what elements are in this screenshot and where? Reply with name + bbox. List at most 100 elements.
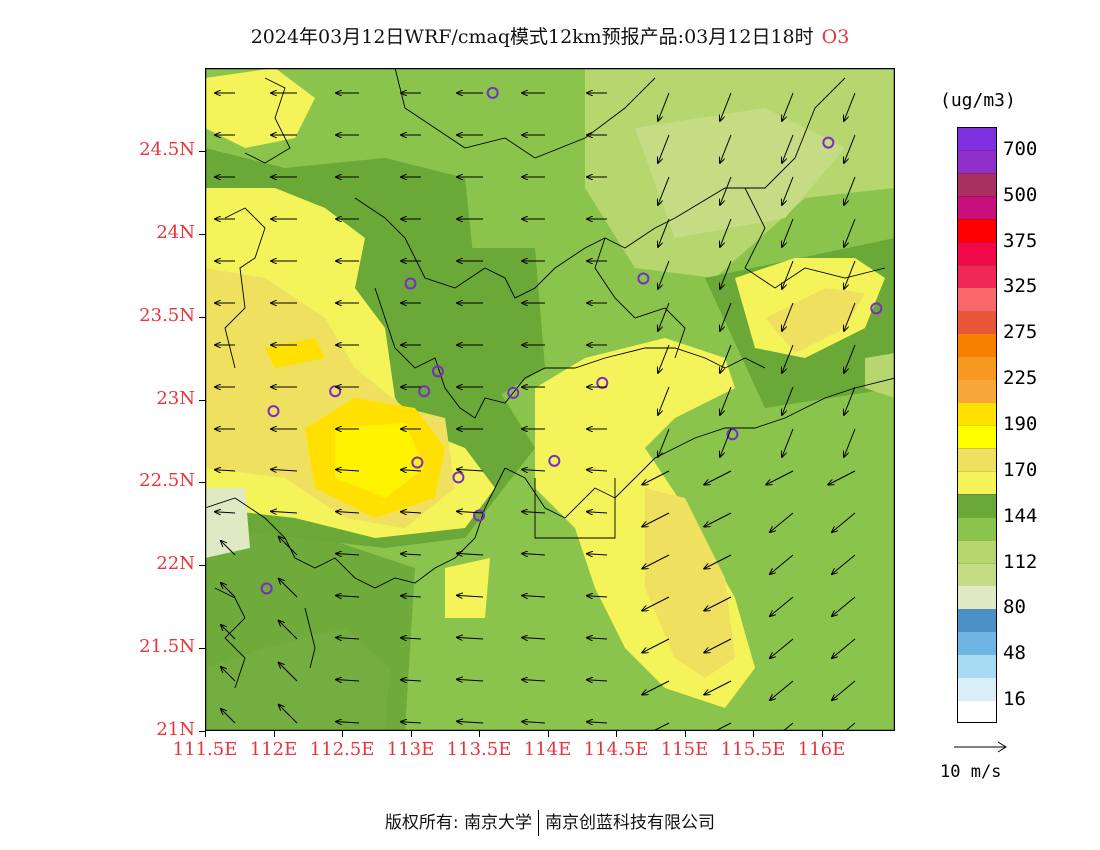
colorbar-bin [957,356,997,380]
wind-vector-arrow [782,386,794,415]
wind-vector-arrow [279,579,298,598]
title-species: O3 [821,26,850,48]
colorbar-bin [957,172,997,197]
wind-vector-arrow [215,512,236,513]
wind-vector-arrow [642,512,670,527]
wind-vector-arrow [336,596,360,597]
colorbar-bin [957,287,997,311]
wind-vector-arrow [457,469,484,471]
wind-vector-arrow [720,176,732,205]
concentration-field [205,68,895,731]
wind-vector-arrow [587,638,608,639]
x-tick-label: 112.5E [309,739,375,760]
x-tick-mark [479,731,480,737]
station-marker [548,454,561,467]
wind-vector-arrow [221,583,236,598]
wind-vector-arrow [658,386,670,415]
wind-vector-arrow [770,638,794,658]
colorbar-bin [957,264,997,288]
colorbar-tick-label: 275 [1003,321,1038,344]
wind-vector-arrow [782,344,794,373]
station-marker [473,509,485,522]
colorbar-bin [957,333,997,357]
station-marker [822,136,835,149]
x-tick-label: 115E [660,739,709,760]
wind-vector-arrow [271,511,298,513]
wind-vector-arrow [782,428,794,457]
wind-vector-arrow [642,470,670,485]
wind-vector-arrow [766,470,794,485]
colorbar-tick-label: 112 [1003,550,1038,573]
wind-vector-arrow [522,470,546,471]
wind-vector-arrow [522,596,546,597]
wind-vector-arrow [221,625,236,640]
wind-vector-arrow [720,302,732,331]
wind-vector-arrow [587,512,608,513]
wind-vector-arrow [658,344,670,373]
wind-vector-arrow [844,428,856,457]
station-marker [411,456,424,469]
wind-vector-arrow [782,302,794,331]
wind-vector-arrow [642,554,670,569]
wind-vector-arrow [832,512,856,532]
wind-vector-arrow [336,680,360,681]
wind-vector-arrow [401,680,422,681]
colorbar-tick-label: 48 [1003,642,1026,665]
x-tick-label: 111.5E [172,739,238,760]
station-marker [507,386,520,399]
wind-vector-arrow [658,260,670,289]
colorbar-tick-label: 700 [1003,137,1038,160]
station-marker [637,272,650,285]
wind-vector-arrow [844,302,856,331]
station-markers [260,86,883,595]
colorbar-bin [957,310,997,334]
wind-vector-arrow [642,596,670,611]
wind-vector-arrow [844,722,856,731]
wind-vector-arrow [782,176,794,205]
footer-right: 南京创蓝科技有限公司 [545,813,716,833]
colorbar-bin [957,677,997,701]
colorbar-bin [957,379,997,403]
wind-vector-arrow [522,680,546,681]
reference-vector-label: 10 m/s [940,762,1002,782]
wind-vector-arrow [782,260,794,289]
wind-vector-arrow [720,92,732,121]
coastline-boundaries [205,68,895,689]
x-tick-label: 115.5E [720,739,786,760]
wind-vector-arrow [336,512,360,513]
wind-vector-arrow [844,176,856,205]
wind-vector-arrow [720,218,732,247]
wind-vector-arrow [720,344,732,373]
station-marker [260,582,273,595]
y-tick-label: 24.5N [139,138,195,160]
y-tick-mark [199,565,205,567]
wind-vector-arrow [587,596,608,597]
wind-vector-arrow [770,596,794,616]
x-tick-label: 116E [797,739,846,760]
x-tick-mark [684,731,686,737]
wind-vector-arrow [457,511,484,513]
wind-vector-arrow [844,134,856,163]
y-tick-label: 22N [156,553,195,575]
wind-vector-arrow [704,596,732,611]
x-tick-mark [753,731,754,737]
wind-vector-arrow [658,176,670,205]
wind-vector-arrow [457,595,484,597]
wind-vector-arrow [221,541,236,556]
wind-vector-arrow [279,621,298,640]
station-marker [486,86,499,99]
y-tick-label: 22.5N [139,470,195,492]
wind-vector-arrow [770,680,794,700]
wind-vector-arrow [642,638,670,653]
wind-vector-arrow [844,386,856,415]
wind-vector-arrow [658,302,670,331]
wind-vector-arrow [720,134,732,163]
wind-vector-arrow [401,722,422,723]
wind-vector-arrow [832,596,856,616]
wind-vector-arrow [828,470,856,485]
wind-vector-arrow [279,663,298,682]
wind-vector-arrow [658,134,670,163]
wind-vector-arrow [704,470,732,485]
wind-vector-arrow [782,218,794,247]
colorbar-bin [957,447,997,472]
